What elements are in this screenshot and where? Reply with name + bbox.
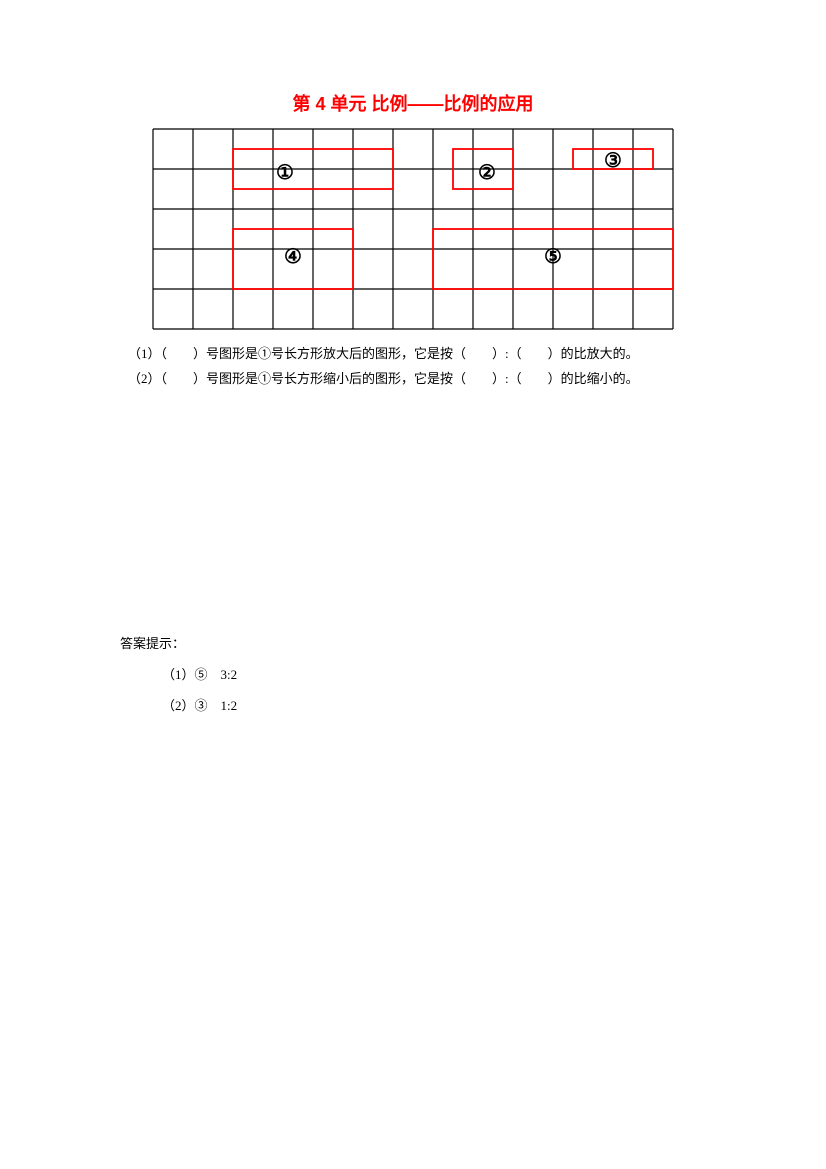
grid-diagram: ① ② ③ ④ ⑤ xyxy=(152,128,674,330)
answer-2: （2）③ 1:2 xyxy=(162,690,237,721)
shape-label: ② xyxy=(478,162,496,184)
questions-block: （1）（ ）号图形是①号长方形放大后的图形，它是按（ ）:（ ）的比放大的。 （… xyxy=(128,342,706,391)
worksheet-page: 第 4 单元 比例——比例的应用 ① ② ③ ④ ⑤ （1）（ ）号图形是①号长方形放大… xyxy=(120,90,706,391)
shape-label: ⑤ xyxy=(544,246,562,268)
page-title: 第 4 单元 比例——比例的应用 xyxy=(120,90,706,116)
question-1: （1）（ ）号图形是①号长方形放大后的图形，它是按（ ）:（ ）的比放大的。 xyxy=(128,342,706,367)
answers-label: 答案提示： xyxy=(120,628,237,659)
shape-label: ③ xyxy=(604,150,622,172)
answers-block: 答案提示： （1）⑤ 3:2 （2）③ 1:2 xyxy=(120,628,237,722)
question-2: （2）（ ）号图形是①号长方形缩小后的图形，它是按（ ）:（ ）的比缩小的。 xyxy=(128,367,706,392)
shape-label: ④ xyxy=(284,246,302,268)
diagram-container: ① ② ③ ④ ⑤ xyxy=(120,128,706,330)
answer-1: （1）⑤ 3:2 xyxy=(162,659,237,690)
shape-label: ① xyxy=(276,162,294,184)
